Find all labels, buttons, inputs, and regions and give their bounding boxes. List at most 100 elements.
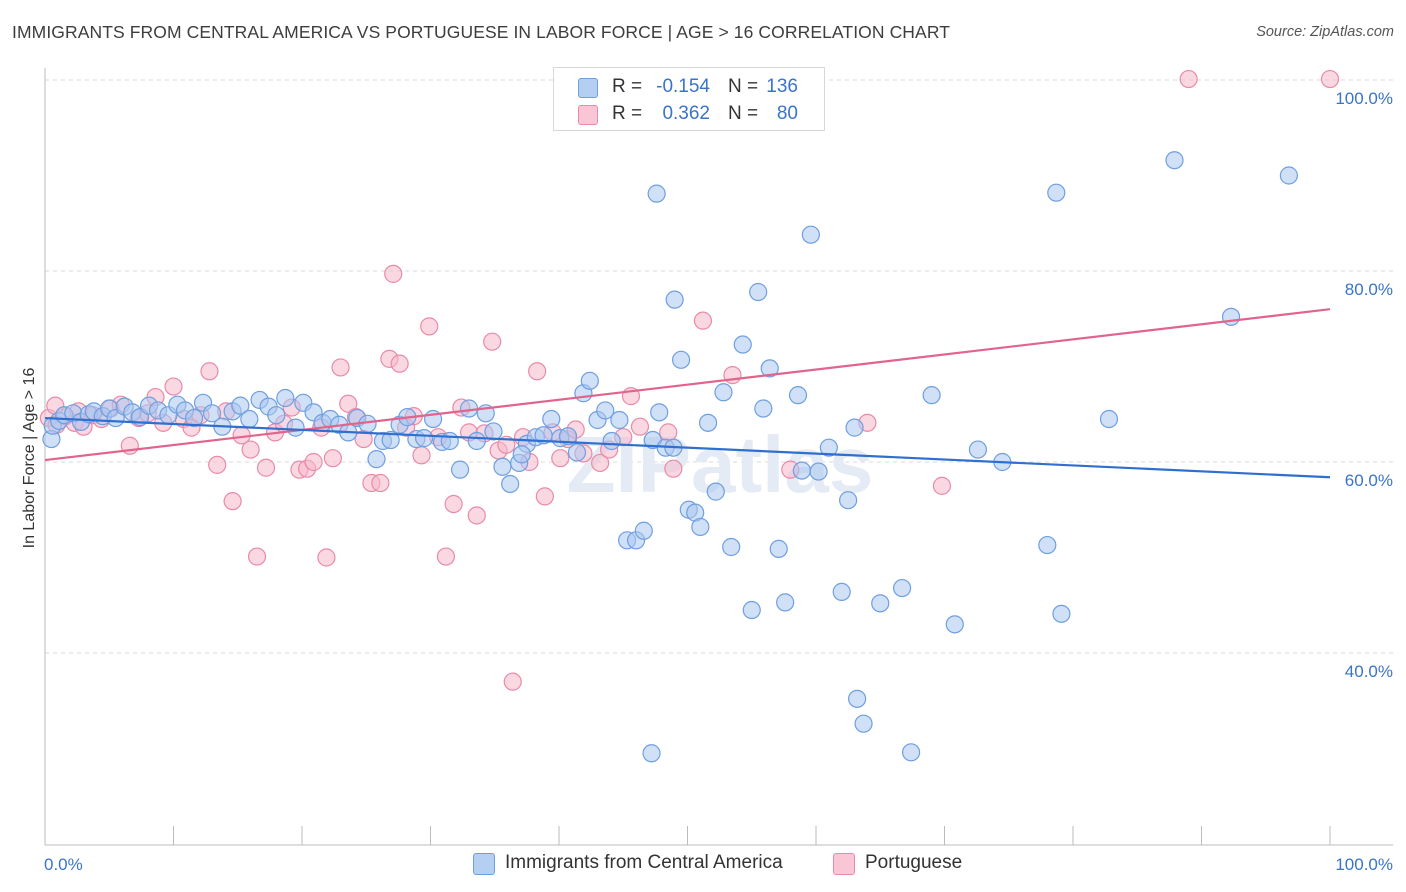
data-point (381, 430, 400, 450)
data-point (749, 282, 768, 302)
data-point (286, 418, 305, 437)
legend-n-label: N = (728, 76, 759, 97)
data-point (484, 422, 503, 441)
data-point (276, 388, 295, 408)
legend-label: Immigrants from Central America (505, 852, 783, 873)
data-point (323, 449, 342, 468)
data-point (714, 383, 733, 402)
data-point (664, 459, 683, 478)
data-point (331, 358, 350, 377)
data-point (659, 423, 678, 442)
data-point (871, 594, 890, 613)
data-point (223, 492, 242, 511)
data-point (801, 225, 820, 244)
legend-r-label: R = (612, 103, 643, 124)
data-point (241, 440, 260, 459)
data-point (420, 317, 439, 336)
data-point (671, 350, 691, 369)
data-point (535, 487, 554, 506)
data-point (444, 494, 463, 514)
legend-swatch-pink (578, 105, 598, 125)
data-point (371, 473, 390, 493)
data-point (200, 362, 219, 381)
data-point (742, 600, 761, 620)
data-point (256, 458, 276, 477)
data-point (945, 615, 964, 634)
data-point (892, 578, 912, 598)
data-point (650, 403, 669, 422)
data-point (809, 462, 828, 481)
data-point (754, 399, 773, 418)
data-point (1038, 535, 1057, 555)
data-point (832, 582, 851, 601)
data-point (450, 460, 470, 479)
data-point (819, 438, 838, 457)
source-label: Source: ZipAtlas.com (1256, 24, 1394, 40)
legend-r-label: R = (612, 76, 643, 97)
data-point (610, 410, 629, 430)
data-point (317, 548, 336, 567)
data-point (630, 417, 650, 436)
y-tick-label: 40.0% (1345, 662, 1393, 681)
data-point (642, 744, 661, 763)
chart-title: IMMIGRANTS FROM CENTRAL AMERICA VS PORTU… (12, 22, 951, 42)
data-point (634, 521, 653, 540)
data-point (1179, 69, 1198, 89)
data-point (384, 264, 403, 283)
data-point (792, 461, 811, 480)
central-america-points (42, 151, 1298, 763)
data-point (483, 332, 502, 351)
legend-n-value: 80 (776, 103, 798, 124)
data-point (602, 431, 621, 451)
data-point (693, 311, 713, 330)
data-point (1221, 307, 1241, 326)
data-point (202, 404, 222, 423)
data-point (467, 506, 486, 525)
data-point (467, 431, 486, 451)
legend-n-value: 136 (766, 76, 798, 97)
legend-swatch-blue (473, 853, 495, 875)
data-point (722, 537, 741, 557)
data-point (647, 184, 666, 203)
data-point (208, 455, 227, 474)
y-tick-label: 80.0% (1345, 280, 1393, 299)
y-axis-label: In Labor Force | Age > 16 (21, 368, 38, 549)
axes (44, 68, 1393, 846)
trend-lines (44, 308, 1331, 479)
data-point (848, 689, 867, 708)
data-point (1052, 604, 1071, 623)
data-point (691, 517, 710, 537)
data-point (698, 413, 718, 432)
data-point (591, 453, 610, 473)
data-point (247, 547, 267, 566)
data-point (528, 362, 547, 381)
data-point (596, 401, 615, 420)
legend-r-value: -0.154 (656, 76, 710, 97)
data-point (267, 406, 286, 425)
data-point (558, 427, 578, 446)
data-point (839, 491, 858, 510)
data-point (769, 539, 788, 559)
data-point (440, 431, 459, 451)
tick-labels: 40.0% 60.0% 80.0% 100.0% 0.0% 100.0% (44, 89, 1393, 874)
data-point (390, 354, 409, 373)
data-point (1047, 183, 1066, 202)
data-point (414, 429, 434, 448)
data-point (1279, 166, 1298, 185)
data-point (1099, 409, 1119, 429)
data-point (184, 408, 204, 428)
x-tick-label: 0.0% (44, 855, 83, 874)
y-tick-label: 100.0% (1335, 89, 1393, 108)
data-point (922, 386, 941, 405)
data-point (1320, 69, 1340, 89)
data-point (542, 409, 561, 429)
central-america-trend-line (44, 416, 1331, 479)
data-point (240, 409, 259, 429)
data-point (231, 396, 250, 415)
gridlines (45, 79, 1393, 654)
portuguese-trend-line (44, 308, 1331, 462)
data-point (412, 446, 431, 465)
data-point (776, 593, 795, 612)
data-point (854, 714, 873, 733)
data-point (788, 386, 808, 405)
